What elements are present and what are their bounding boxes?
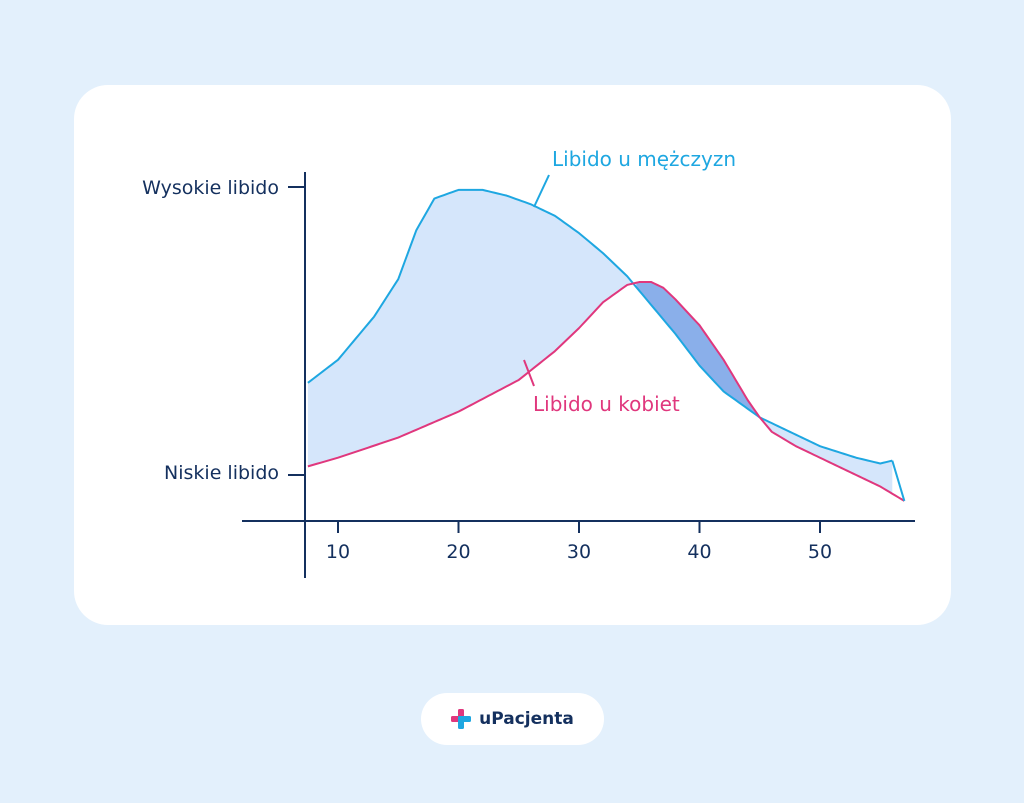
x-tick-label: 30 <box>567 541 591 563</box>
overlap-area <box>636 282 757 416</box>
men-label-leader <box>533 174 550 208</box>
men-libido-line <box>307 188 893 465</box>
brand-logo[interactable]: uPacjenta <box>421 693 604 745</box>
y-label-high: Wysokie libido <box>142 177 279 199</box>
men-line-tail <box>891 460 906 502</box>
series-lines <box>307 188 906 502</box>
x-tick-label: 10 <box>326 541 350 563</box>
gap-area <box>307 189 634 467</box>
x-tick-label: 50 <box>808 541 832 563</box>
brand-name: uPacjenta <box>479 709 574 729</box>
y-label-low: Niskie libido <box>164 462 279 484</box>
women-label-leader <box>523 359 535 387</box>
x-ticks: 10 20 30 40 50 <box>326 521 832 563</box>
women-libido-line <box>307 281 905 502</box>
x-tick-label: 40 <box>687 541 711 563</box>
x-tick-label: 20 <box>446 541 470 563</box>
women-series-label: Libido u kobiet <box>533 392 680 416</box>
gap-area <box>759 417 893 494</box>
men-series-label: Libido u mężczyzn <box>552 147 736 171</box>
area-fills <box>307 189 893 494</box>
annotations: Libido u mężczyzn Libido u kobiet <box>523 147 736 416</box>
medical-cross-icon <box>451 709 472 729</box>
